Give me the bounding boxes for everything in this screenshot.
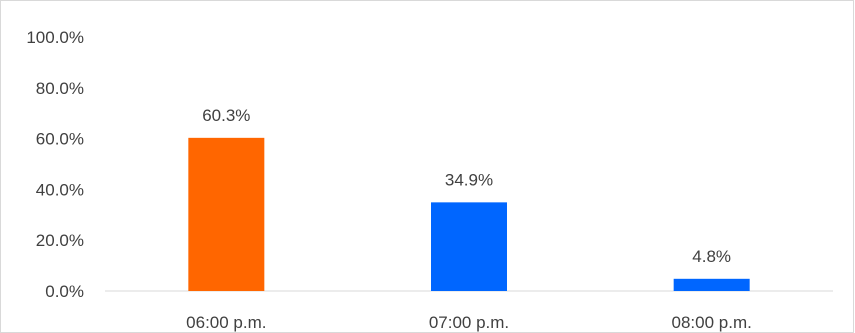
x-axis: 06:00 p.m. 07:00 p.m. 08:00 p.m. <box>186 313 752 332</box>
x-tick-label: 08:00 p.m. <box>672 313 752 332</box>
bar <box>431 202 507 291</box>
data-label: 34.9% <box>445 170 493 189</box>
y-tick-label: 60.0% <box>36 130 84 149</box>
data-labels: 60.3% 34.9% 4.8% <box>202 106 731 266</box>
x-tick-label: 07:00 p.m. <box>429 313 509 332</box>
x-tick-label: 06:00 p.m. <box>186 313 266 332</box>
data-label: 60.3% <box>202 106 250 125</box>
bar-series <box>188 137 750 291</box>
y-tick-label: 80.0% <box>36 79 84 98</box>
y-axis: 0.0% 20.0% 40.0% 60.0% 80.0% 100.0% <box>26 28 84 301</box>
bar <box>188 137 265 291</box>
y-tick-label: 20.0% <box>36 231 84 250</box>
y-tick-label: 0.0% <box>45 282 84 301</box>
y-tick-label: 40.0% <box>36 180 84 199</box>
data-label: 4.8% <box>692 247 731 266</box>
y-tick-label: 100.0% <box>26 28 84 47</box>
bar <box>673 278 750 291</box>
